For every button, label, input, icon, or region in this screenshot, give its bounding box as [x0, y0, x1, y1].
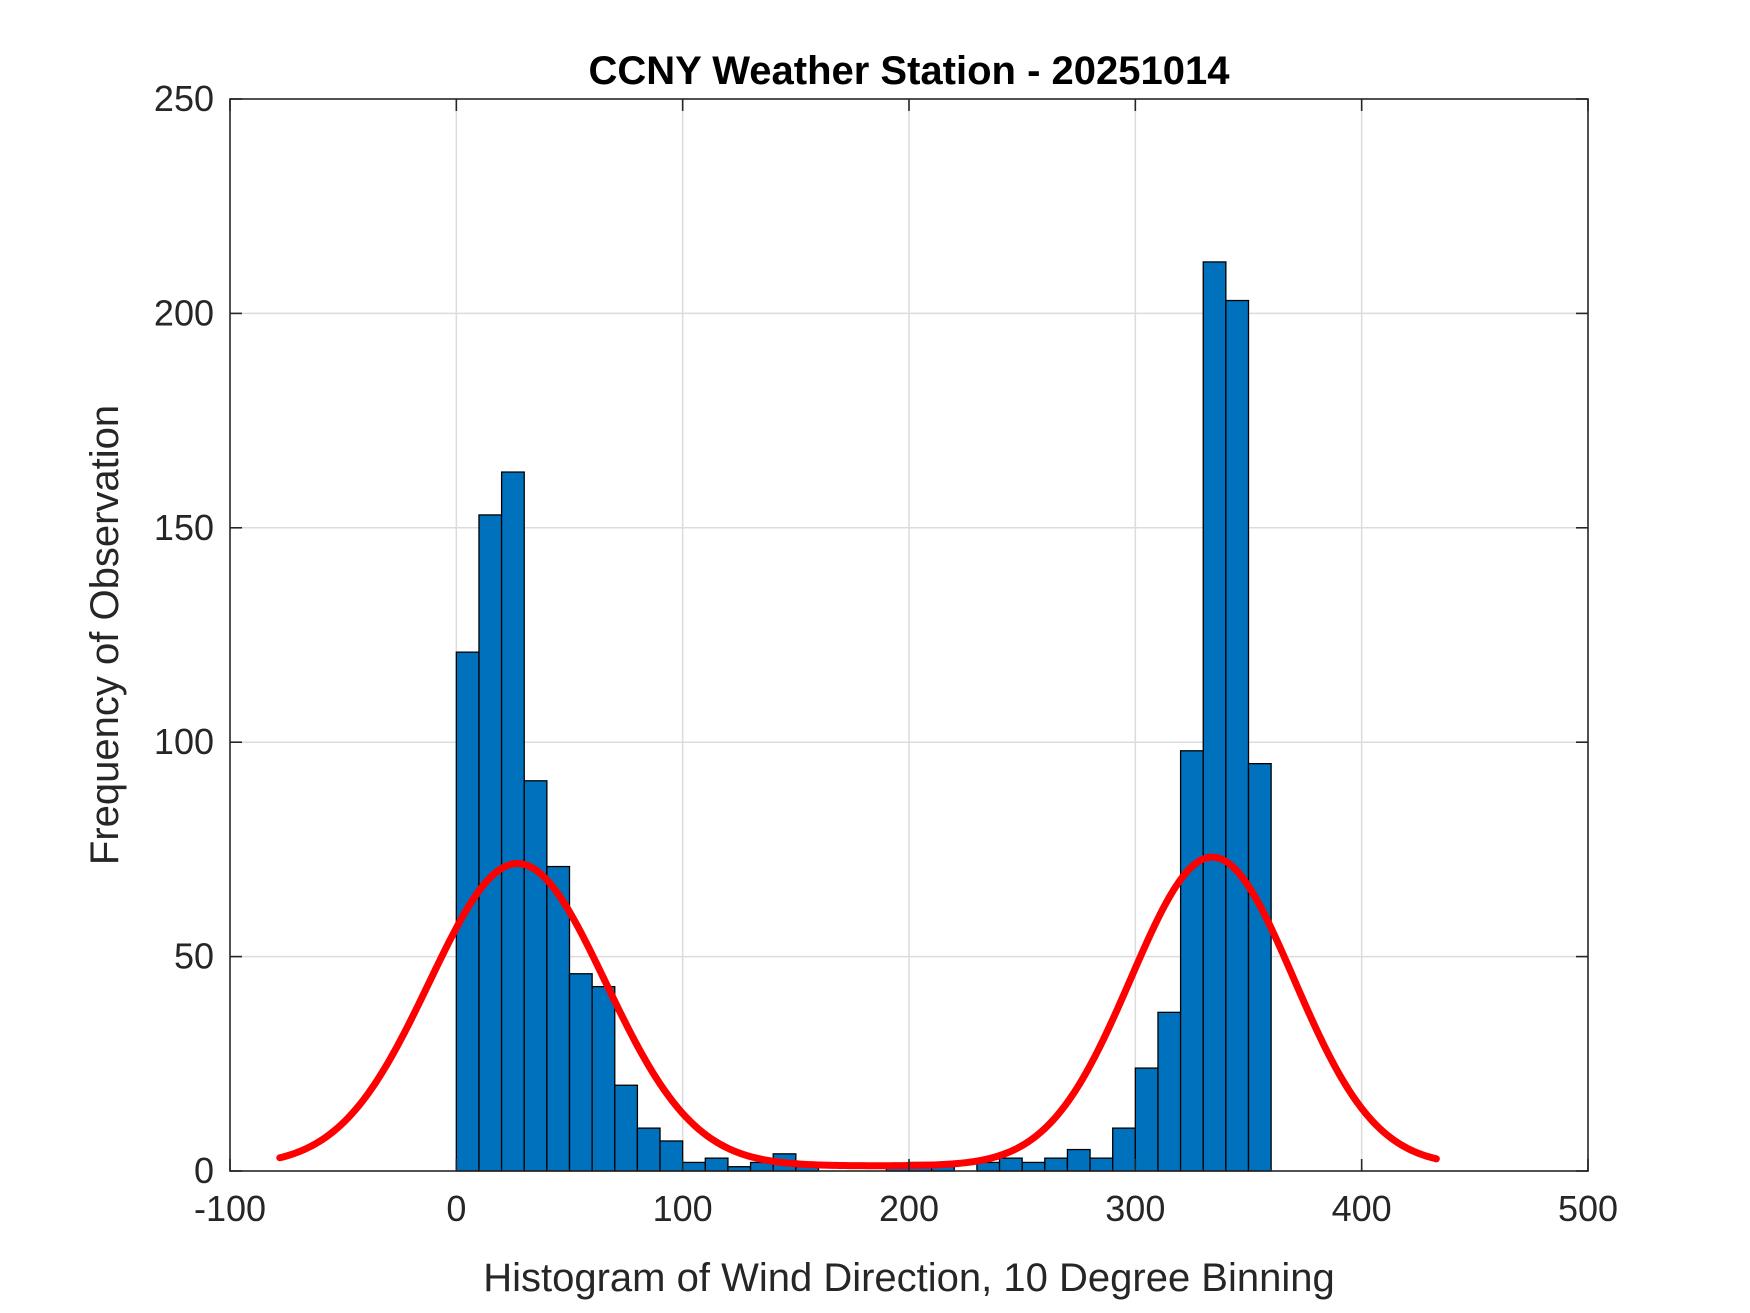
x-tick-label: 200: [879, 1188, 939, 1229]
y-tick-label: 100: [154, 721, 214, 762]
histogram-bar: [1202, 261, 1227, 1172]
histogram-bar: [1179, 750, 1204, 1172]
histogram-bar: [591, 985, 616, 1172]
x-tick-labels: -100 0 100 200 300 400 500: [194, 1188, 1618, 1229]
histogram-bar: [1247, 762, 1272, 1172]
histogram-bar: [614, 1084, 639, 1172]
histogram-bar: [523, 780, 548, 1172]
x-axis-label: Histogram of Wind Direction, 10 Degree B…: [483, 1256, 1335, 1300]
histogram-bar: [1021, 1161, 1046, 1172]
x-tick-label: 300: [1105, 1188, 1165, 1229]
x-tick-label: 100: [653, 1188, 713, 1229]
histogram-bar: [568, 973, 593, 1172]
y-tick-label: 50: [174, 936, 214, 977]
y-tick-label: 250: [154, 78, 214, 119]
histogram-bar: [478, 514, 503, 1172]
histogram-bar: [1134, 1067, 1159, 1172]
axis-ticks: [229, 98, 1589, 1172]
histogram-bar: [636, 1127, 661, 1172]
y-tick-label: 0: [194, 1150, 214, 1191]
y-tick-labels: 0 50 100 150 200 250: [154, 78, 214, 1191]
chart-title: CCNY Weather Station - 20251014: [589, 49, 1231, 93]
histogram-bar: [1112, 1127, 1136, 1172]
histogram-bar: [998, 1157, 1023, 1172]
histogram-bar: [659, 1140, 684, 1172]
histogram-bar: [704, 1157, 729, 1172]
x-tick-label: 0: [446, 1188, 466, 1229]
y-axis-label: Frequency of Observation: [83, 405, 127, 865]
x-tick-label: -100: [194, 1188, 266, 1229]
histogram-bar: [500, 471, 525, 1172]
x-tick-label: 400: [1332, 1188, 1392, 1229]
y-tick-label: 150: [154, 507, 214, 548]
y-tick-label: 200: [154, 292, 214, 333]
histogram-bar: [1157, 1011, 1182, 1172]
histogram-bars: [455, 261, 1272, 1172]
fit-curve-line: [276, 853, 1440, 1170]
histogram-bar: [1066, 1148, 1091, 1172]
histogram-bar: [682, 1161, 706, 1172]
x-tick-label: 500: [1558, 1188, 1618, 1229]
histogram-bar: [1225, 299, 1250, 1172]
histogram-bar: [1089, 1157, 1114, 1172]
histogram-bar: [1044, 1157, 1069, 1172]
